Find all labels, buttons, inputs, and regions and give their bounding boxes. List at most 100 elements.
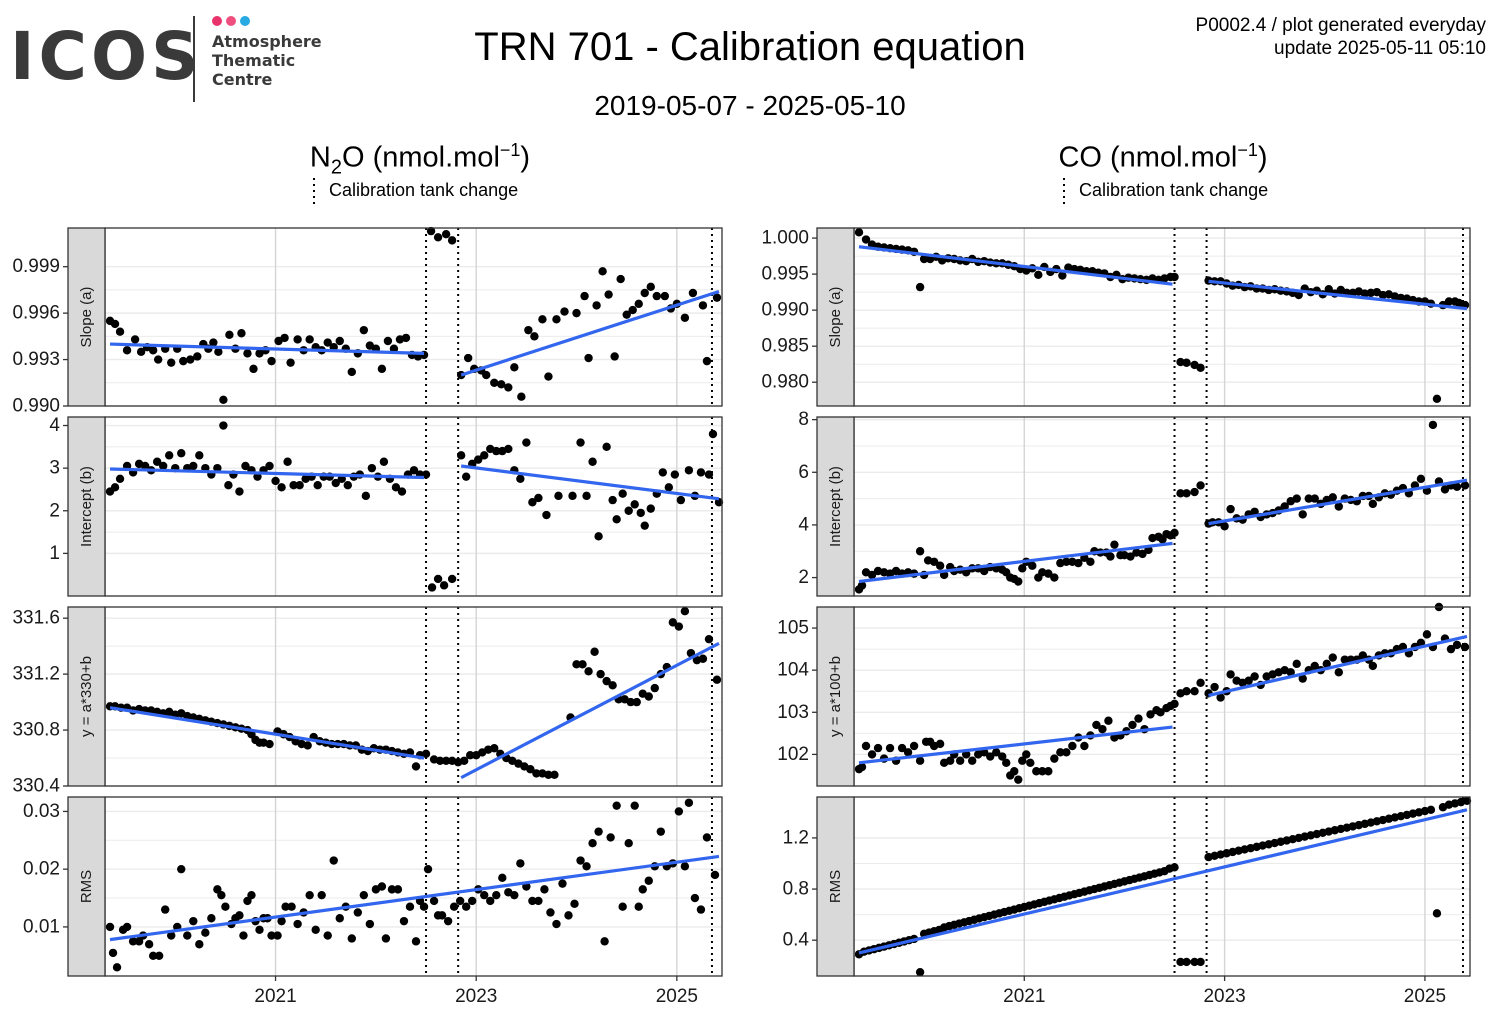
data-point (419, 902, 429, 911)
data-point (286, 358, 295, 367)
data-point (510, 890, 519, 900)
data-point (588, 838, 597, 848)
data-point (674, 807, 684, 816)
data-point (576, 438, 585, 447)
data-point (1334, 502, 1343, 511)
data-point (658, 468, 668, 477)
logo-wordmark: ICOS (10, 18, 203, 95)
data-point (383, 336, 393, 346)
data-point (1310, 661, 1319, 671)
x-tick-label: 2025 (1404, 986, 1446, 1007)
data-point (594, 827, 603, 836)
data-point (305, 890, 314, 900)
data-point (510, 363, 519, 372)
data-point (189, 461, 198, 471)
data-point (867, 750, 877, 759)
data-point (630, 801, 639, 810)
data-point (108, 948, 118, 958)
y-tick-label: 1.2 (783, 827, 809, 848)
data-point (1298, 510, 1307, 519)
y-tick-label: 105 (777, 618, 809, 639)
data-point (201, 928, 210, 937)
data-point (992, 748, 1001, 757)
data-point (622, 310, 631, 319)
data-point (1196, 678, 1205, 688)
data-point (399, 916, 409, 926)
data-point (542, 510, 551, 520)
data-point (439, 581, 449, 590)
data-point (608, 495, 617, 505)
strip-label: Slope (a) (78, 287, 95, 348)
data-point (329, 856, 338, 865)
data-point (526, 765, 535, 774)
data-point (497, 380, 506, 389)
data-point (381, 934, 391, 943)
data-point (335, 336, 344, 346)
fit-line (858, 541, 1173, 584)
y-tick-label: 0.02 (23, 859, 60, 880)
data-point (712, 675, 722, 684)
data-point (564, 911, 573, 920)
data-point (287, 902, 296, 911)
data-point (602, 442, 611, 452)
y-tick-label: 3 (49, 458, 60, 479)
data-point (130, 335, 140, 344)
data-point (612, 515, 621, 524)
data-point (461, 902, 471, 911)
data-point (1014, 775, 1023, 784)
data-point (293, 335, 302, 344)
co-panel-2: Intercept (b) 2 4 6 8 (798, 409, 1471, 597)
data-point (158, 461, 168, 471)
y-tick-label: 0.996 (12, 303, 60, 324)
y-tick-label: 0.999 (12, 256, 60, 277)
data-point (1298, 674, 1307, 683)
data-point (283, 457, 292, 466)
data-point (1216, 693, 1225, 702)
data-point (1086, 557, 1095, 566)
data-point (273, 931, 282, 940)
n2o-panel-3: y = a*330+b 330.4 330.8 331.2 331.6 (12, 606, 723, 797)
data-point (359, 890, 369, 900)
strip-background (67, 227, 106, 407)
y-tick-label: 0.985 (761, 336, 809, 357)
data-point (1156, 708, 1165, 717)
data-point (219, 395, 228, 405)
data-point (189, 916, 198, 926)
data-point (482, 370, 491, 380)
data-point (271, 476, 280, 486)
co-unit-sup: −1 (1237, 140, 1258, 160)
data-point (578, 660, 587, 669)
data-point (405, 902, 415, 911)
strip-label: RMS (78, 870, 95, 903)
data-point (522, 438, 531, 447)
data-point (429, 896, 439, 906)
data-point (305, 335, 314, 344)
data-point (676, 495, 686, 505)
data-point (644, 876, 653, 885)
data-point (1286, 668, 1295, 677)
data-point (247, 890, 256, 900)
data-point (630, 500, 639, 509)
y-tick-label: 4 (798, 514, 809, 535)
n2o-unit-close: ) (520, 141, 531, 174)
data-point (684, 466, 694, 475)
y-tick-label: 0.990 (761, 300, 809, 321)
fit-line (109, 342, 425, 355)
data-point (1050, 573, 1059, 582)
data-point (498, 873, 507, 883)
data-point (1044, 767, 1053, 776)
data-point (115, 474, 125, 483)
y-tick-label: 330.4 (12, 776, 60, 797)
x-tick-label: 2023 (455, 986, 497, 1007)
data-point (195, 451, 204, 460)
data-point (572, 308, 581, 318)
data-point (1446, 644, 1456, 654)
data-point (221, 902, 230, 911)
data-point (1210, 682, 1219, 692)
data-point (935, 739, 945, 749)
data-point (1292, 494, 1301, 503)
data-point (277, 483, 286, 492)
data-point (490, 744, 499, 753)
data-point (409, 466, 419, 475)
data-point (267, 931, 276, 940)
